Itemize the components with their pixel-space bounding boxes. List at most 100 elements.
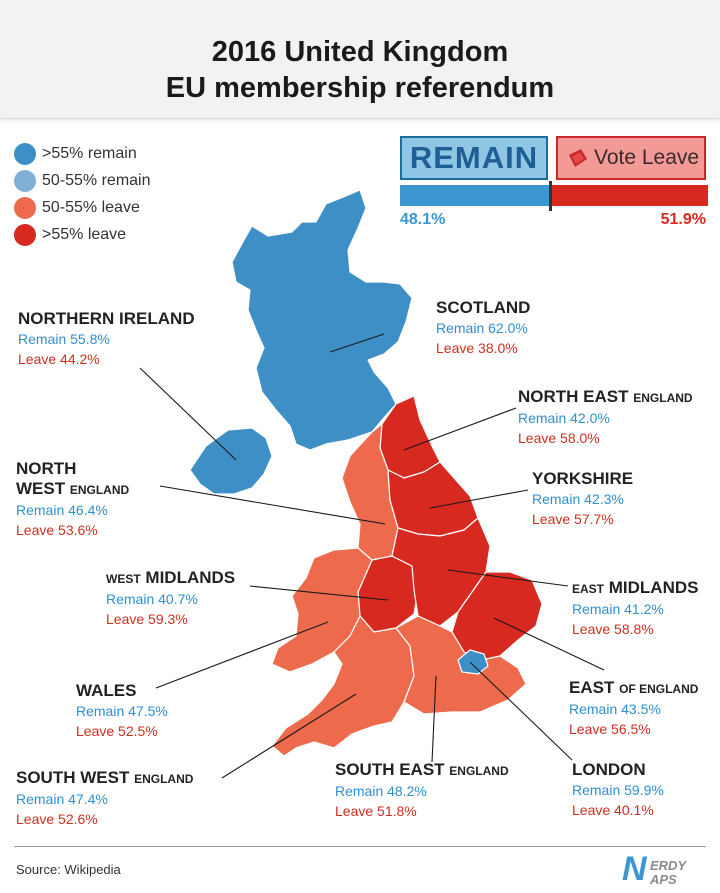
brand-line1: ERDY <box>650 858 687 873</box>
leader-north-west <box>159 485 386 525</box>
region-name-main: EAST <box>569 678 615 697</box>
region-name: WEST MIDLANDS <box>106 568 235 589</box>
remain-percentage: 48.1% <box>400 211 446 228</box>
region-northern-ireland <box>189 427 273 495</box>
label-west-midlands: WEST MIDLANDS Remain 40.7% Leave 59.3% <box>106 568 235 629</box>
leave-value: Leave 57.7% <box>532 511 614 527</box>
source-credit: Source: Wikipedia <box>16 862 121 877</box>
region-name: LONDON <box>572 760 646 779</box>
legend-label: >55% leave <box>42 226 127 243</box>
label-wales: WALES Remain 47.5% Leave 52.5% <box>76 681 168 741</box>
region-wales <box>271 547 373 673</box>
remain-value: Remain 59.9% <box>572 782 664 798</box>
remain-share-bar <box>400 185 552 206</box>
legend-label: 50-55% leave <box>42 199 140 216</box>
leader-east-midlands <box>447 569 569 587</box>
leader-yorkshire <box>429 489 529 509</box>
region-name: SOUTH EAST ENGLAND <box>335 760 509 781</box>
page-title: 2016 United Kingdom <box>211 36 509 68</box>
region-name-suffix: ENGLAND <box>449 764 509 778</box>
leader-north-east <box>403 407 517 451</box>
region-name-line1: NORTH <box>16 459 77 478</box>
label-east-midlands: EAST MIDLANDS Remain 41.2% Leave 58.8% <box>572 578 698 639</box>
region-name: SCOTLAND <box>436 298 531 317</box>
header: 2016 United Kingdom EU membership refere… <box>0 0 720 119</box>
region-scotland <box>231 189 413 451</box>
region-name: YORKSHIRE <box>532 469 634 488</box>
remain-value: Remain 48.2% <box>335 783 427 799</box>
leave-value: Leave 52.5% <box>76 723 158 739</box>
region-name-suffix: OF ENGLAND <box>619 682 699 696</box>
region-name-main: WEST <box>16 479 66 498</box>
vote-leave-icon <box>569 149 587 167</box>
leave-value: Leave 58.0% <box>518 430 600 446</box>
label-south-west: SOUTH WEST ENGLAND Remain 47.4% Leave 52… <box>16 768 193 829</box>
remain-value: Remain 47.4% <box>16 791 108 807</box>
remain-value: Remain 40.7% <box>106 591 198 607</box>
label-north-west: NORTH WEST ENGLAND Remain 46.4% Leave 53… <box>16 459 129 540</box>
page-subtitle: EU membership referendum <box>165 72 555 104</box>
label-south-east: SOUTH EAST ENGLAND Remain 48.2% Leave 51… <box>335 760 509 821</box>
result-divider <box>549 181 552 211</box>
region-name-suffix: ENGLAND <box>134 772 194 786</box>
leave-percentage: 51.9% <box>660 211 706 228</box>
label-north-east: NORTH EAST ENGLAND Remain 42.0% Leave 58… <box>518 387 693 448</box>
leader-wales <box>155 621 329 689</box>
leader-london <box>469 661 573 761</box>
legend-swatch-remain <box>14 170 36 192</box>
leave-value: Leave 44.2% <box>18 351 100 367</box>
brand-line2: APS <box>650 872 677 887</box>
remain-value: Remain 46.4% <box>16 502 108 518</box>
legend-label: >55% remain <box>42 145 137 162</box>
footer-divider <box>14 846 706 847</box>
remain-value: Remain 41.2% <box>572 601 664 617</box>
region-name-main: NORTH EAST <box>518 387 629 406</box>
region-name-suffix: ENGLAND <box>633 391 693 405</box>
label-london: LONDON Remain 59.9% Leave 40.1% <box>572 760 664 820</box>
leader-west-midlands <box>249 585 389 601</box>
legend-swatch-strong-remain <box>14 143 36 165</box>
remain-value: Remain 42.3% <box>532 491 624 507</box>
label-scotland: SCOTLAND Remain 62.0% Leave 38.0% <box>436 298 530 358</box>
remain-value: Remain 55.8% <box>18 331 110 347</box>
region-name: WEST ENGLAND <box>16 479 129 500</box>
region-name-main: SOUTH EAST <box>335 760 445 779</box>
region-name-main: MIDLANDS <box>608 578 699 597</box>
region-name: EAST OF ENGLAND <box>569 678 698 699</box>
region-london <box>457 649 489 675</box>
leader-south-west <box>221 693 357 779</box>
nerdy-maps-logo: N ERDY APS <box>620 850 710 888</box>
leave-value: Leave 40.1% <box>572 802 654 818</box>
region-name-main: MIDLANDS <box>145 568 236 587</box>
region-name-main: SOUTH WEST <box>16 768 130 787</box>
leave-value: Leave 52.6% <box>16 811 98 827</box>
legend-swatch-leave <box>14 197 36 219</box>
brand-initial: N <box>622 850 647 888</box>
region-name: WALES <box>76 681 137 700</box>
leave-value: Leave 59.3% <box>106 611 188 627</box>
region-name: NORTH EAST ENGLAND <box>518 387 693 408</box>
leave-value: Leave 51.8% <box>335 803 417 819</box>
region-name-suffix: ENGLAND <box>69 483 130 497</box>
legend-swatch-strong-leave <box>14 224 36 246</box>
leader-scotland <box>329 333 385 353</box>
leave-share-bar <box>552 185 708 206</box>
remain-logo: REMAIN <box>400 136 548 180</box>
leave-value: Leave 58.8% <box>572 621 654 637</box>
label-northern-ireland: NORTHERN IRELAND Remain 55.8% Leave 44.2… <box>18 309 195 369</box>
region-name-prefix: WEST <box>106 572 141 586</box>
label-yorkshire: YORKSHIRE Remain 42.3% Leave 57.7% <box>532 469 633 529</box>
region-name-prefix: EAST <box>572 582 605 596</box>
legend-label: 50-55% remain <box>42 172 151 189</box>
label-east-of-england: EAST OF ENGLAND Remain 43.5% Leave 56.5% <box>569 678 698 739</box>
vote-leave-logo: Vote Leave <box>556 136 706 180</box>
region-name: NORTHERN IRELAND <box>18 309 195 328</box>
leave-value: Leave 53.6% <box>16 522 98 538</box>
remain-value: Remain 47.5% <box>76 703 168 719</box>
leader-northern-ireland <box>139 367 237 461</box>
remain-value: Remain 42.0% <box>518 410 610 426</box>
region-name: SOUTH WEST ENGLAND <box>16 768 193 789</box>
region-name: EAST MIDLANDS <box>572 578 698 599</box>
remain-value: Remain 62.0% <box>436 320 528 336</box>
